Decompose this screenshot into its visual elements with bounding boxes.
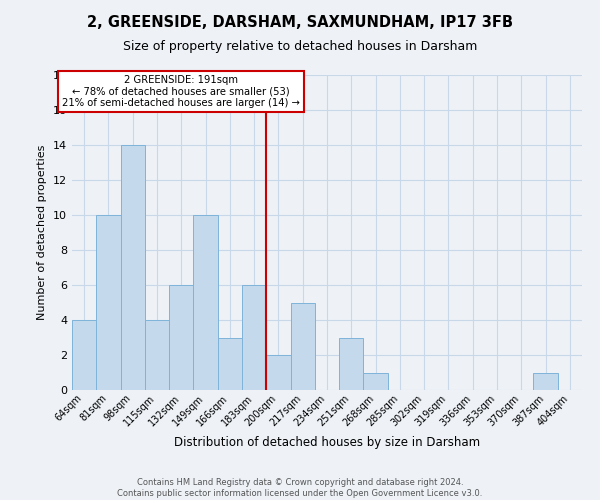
Bar xyxy=(533,372,558,390)
Bar xyxy=(169,285,193,390)
Bar xyxy=(193,215,218,390)
Bar xyxy=(72,320,96,390)
Bar xyxy=(145,320,169,390)
Bar xyxy=(290,302,315,390)
Bar xyxy=(364,372,388,390)
X-axis label: Distribution of detached houses by size in Darsham: Distribution of detached houses by size … xyxy=(174,436,480,449)
Text: Contains HM Land Registry data © Crown copyright and database right 2024.
Contai: Contains HM Land Registry data © Crown c… xyxy=(118,478,482,498)
Bar xyxy=(266,355,290,390)
Text: 2, GREENSIDE, DARSHAM, SAXMUNDHAM, IP17 3FB: 2, GREENSIDE, DARSHAM, SAXMUNDHAM, IP17 … xyxy=(87,15,513,30)
Text: 2 GREENSIDE: 191sqm
← 78% of detached houses are smaller (53)
21% of semi-detach: 2 GREENSIDE: 191sqm ← 78% of detached ho… xyxy=(62,75,300,108)
Bar xyxy=(339,338,364,390)
Bar xyxy=(218,338,242,390)
Y-axis label: Number of detached properties: Number of detached properties xyxy=(37,145,47,320)
Bar xyxy=(242,285,266,390)
Bar xyxy=(96,215,121,390)
Text: Size of property relative to detached houses in Darsham: Size of property relative to detached ho… xyxy=(123,40,477,53)
Bar xyxy=(121,145,145,390)
